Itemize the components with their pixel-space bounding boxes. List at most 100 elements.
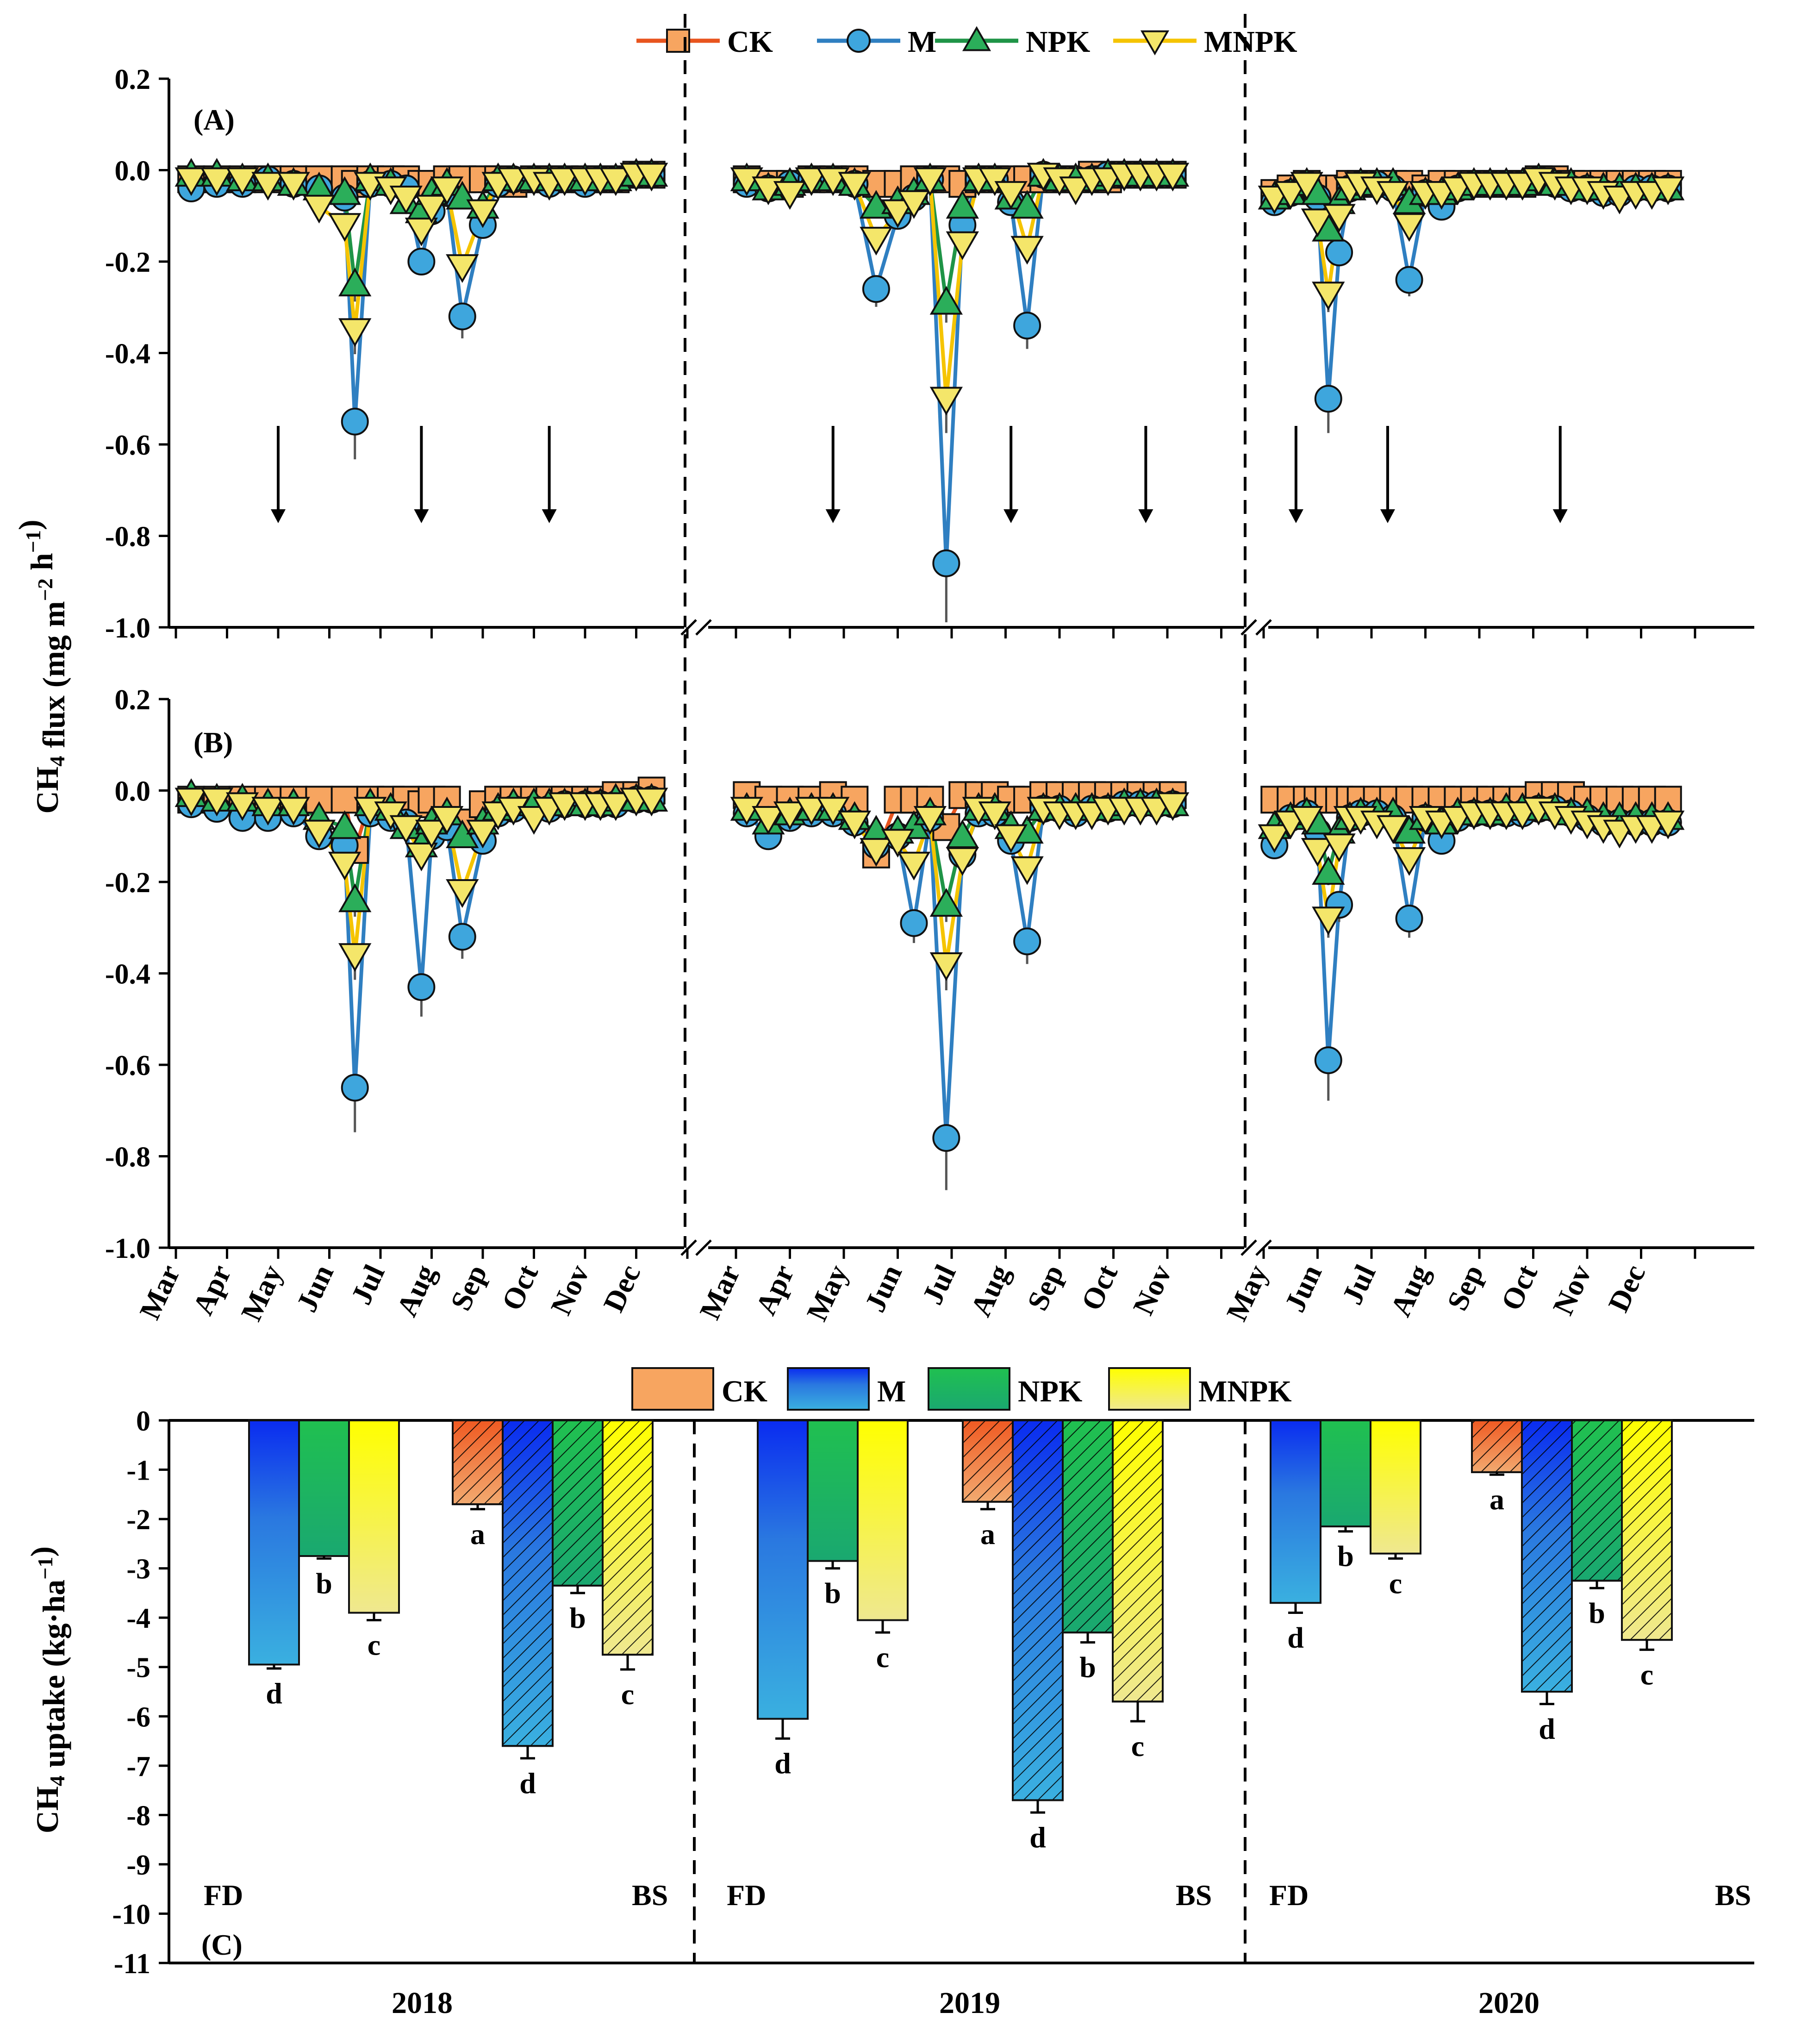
legend-label-m: M [908,25,936,59]
bar-y-tick-label: -6 [126,1701,150,1733]
data-point-mnpk [466,199,499,228]
axis-title-part: CH [30,767,65,814]
y-tick-label: -0.4 [105,338,150,370]
y-tick-label: 0.2 [115,684,151,716]
data-point-mnpk [1392,213,1426,242]
y-tick-label: 0.2 [115,64,151,95]
legend-swatch-mnpk [1108,1367,1191,1411]
panel-label: (C) [201,1928,243,1961]
y-tick-label: -0.4 [105,959,150,990]
fertilization-arrowhead [271,509,286,523]
data-point-mnpk [225,792,259,821]
data-point-mnpk [277,797,310,826]
data-point-mnpk [200,167,234,196]
data-point-mnpk [946,847,979,876]
year-label: 2019 [939,1986,1000,2020]
significance-letter: b [1589,1596,1605,1629]
data-point-npk [338,883,372,913]
data-point-mnpk [599,792,632,821]
bar-hatch-npk [1571,1419,1623,1582]
data-point-mnpk [1652,810,1685,839]
fertilization-arrowhead [1552,509,1568,523]
data-point-mnpk [1010,236,1044,265]
bar-hatch-mnpk [1621,1419,1673,1641]
legend-marker-mnpk [1140,30,1170,56]
bar-m [757,1419,809,1720]
data-point-mnpk [795,797,828,826]
axis-title-part: h [24,553,59,578]
data-point-mnpk [913,167,947,196]
axis-break-mark [1240,1239,1257,1256]
data-point-mnpk [1322,833,1356,863]
flux-panel-a: 0.2 0.0 -0.2 -0.4 -0.6 -0.8 -1.0 (A) [105,14,1754,644]
data-point-mnpk [599,167,632,196]
axis-title-part: CH [30,1786,65,1833]
y-tick-label: -0.8 [105,1142,150,1173]
significance-letter: a [470,1518,485,1550]
significance-letter: b [1079,1650,1096,1683]
fertilization-arrowhead [542,509,557,523]
fertilization-arrowhead [1138,509,1153,523]
y-tick-label: 0.0 [115,156,151,187]
data-point-mnpk [430,806,464,835]
bar-y-tick-label: -2 [126,1504,150,1536]
data-point-mnpk [225,167,259,196]
data-point-mnpk [860,838,893,867]
y-tick-label: -0.8 [105,521,150,553]
panel-label: (B) [193,726,233,759]
month-label: May [235,1260,289,1326]
significance-letter: c [1389,1567,1402,1600]
data-point-m [1314,385,1342,413]
axis-title-part: flux (mg m [36,601,71,756]
data-point-mnpk [277,172,310,201]
data-point-mnpk [389,815,423,844]
data-point-mnpk [1312,906,1345,936]
significance-letter: d [774,1747,791,1780]
significance-letter: d [1029,1821,1046,1854]
data-point-mnpk [994,824,1028,853]
fertilization-arrowhead [1380,509,1395,523]
significance-letter: b [1337,1540,1354,1573]
month-label: Jun [1278,1260,1328,1317]
data-point-mnpk [466,819,499,849]
y-tick-label: 0.0 [115,776,151,807]
bar-npk [298,1419,350,1557]
data-point-mnpk [1290,172,1323,201]
bar-mnpk [857,1419,909,1621]
axis-title-part: uptake (kg·ha [36,1580,71,1775]
data-point-npk [328,176,361,205]
data-point-mnpk [328,851,361,881]
period-label-bs: BS [1176,1879,1212,1912]
month-label: Nov [1546,1260,1598,1320]
axis-title-part: −2 [33,578,57,601]
flux-y-axis-title: CH4 flux (mg m−2 h−1) [12,519,71,813]
data-point-m [932,549,960,577]
data-point-mnpk [1156,163,1190,192]
bar-mnpk [1370,1419,1421,1555]
bar-hatch-mnpk [1112,1419,1164,1703]
fertilization-arrowhead [825,509,841,523]
data-point-mnpk [929,387,963,416]
data-point-ck [330,786,359,814]
data-point-mnpk [338,318,372,347]
data-point-mnpk [978,801,1011,831]
bar-hatch-ck [962,1419,1014,1503]
data-point-m [448,302,476,331]
bar-hatch-npk [552,1419,604,1587]
bar-y-tick-label: -8 [126,1800,150,1831]
data-point-m [1325,238,1353,267]
data-point-mnpk [446,879,479,908]
month-label: Jun [290,1260,340,1317]
data-point-mnpk [338,943,372,972]
fertilization-arrowhead [1288,509,1303,523]
data-point-m [1013,927,1041,956]
data-point-m [1395,905,1423,932]
y-tick-label: -0.2 [105,247,150,278]
data-point-mnpk [548,792,581,821]
y-tick-label: -0.6 [105,1050,150,1081]
data-point-m [407,248,436,275]
data-point-mnpk [635,788,668,817]
bar-y-tick-label: -3 [126,1554,150,1585]
